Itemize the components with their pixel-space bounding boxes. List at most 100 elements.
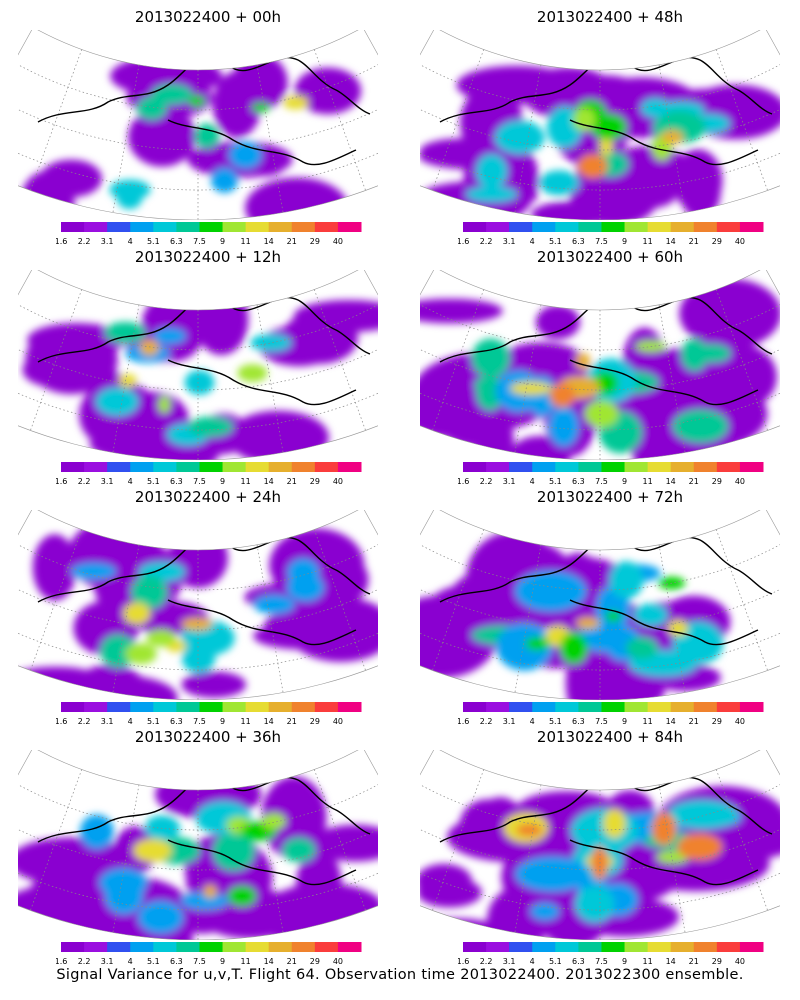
colorbar-tick-label: 3.1 [101,717,114,726]
colorbar-tick-label: 21 [287,237,297,246]
colorbar-tick-label: 1.6 [458,477,469,486]
panel-title: 2013022400 + 24h [134,488,282,506]
polar-map [420,270,780,460]
colorbar-swatch [555,462,579,472]
colorbar-swatch [670,462,695,472]
colorbar-tick-label: 2.2 [78,717,91,726]
colorbar-tick-label: 11 [643,477,653,486]
colorbar-tick-label: 2.2 [78,477,91,486]
map-border [420,510,780,700]
colorbar-swatch [245,702,270,712]
polar-map [18,270,378,460]
colorbar-tick-label: 11 [241,237,251,246]
colorbar-swatch [314,462,339,472]
colorbar-tick-label: 5.1 [549,957,562,966]
colorbar-tick-label: 11 [241,477,251,486]
colorbar-swatch [670,222,695,232]
colorbar-tick-label: 2.2 [480,717,493,726]
colorbar-swatch [601,222,626,232]
colorbar-tick-label: 1.6 [458,717,469,726]
colorbar-tick-label: 3.1 [101,237,114,246]
colorbar-tick-label: 11 [643,717,653,726]
map-border [18,510,378,700]
colorbar-swatch [647,702,672,712]
colorbar: 1.6 2.2 3.1 4 5.1 6.3 7.5 9 11 14 21 29 40 [458,462,764,486]
colorbar-tick-label: 14 [264,237,274,246]
colorbar-tick-label: 14 [264,717,274,726]
colorbar-tick-label: 14 [666,957,676,966]
colorbar-tick-label: 9 [220,957,225,966]
panel-title: 2013022400 + 72h [536,488,684,506]
colorbar: 1.6 2.2 3.1 4 5.1 6.3 7.5 9 11 14 21 29 40 [458,222,764,246]
colorbar-swatch [337,942,362,952]
colorbar-swatch [509,462,533,472]
polar-map [18,30,378,220]
colorbar-swatch [314,702,339,712]
colorbar-swatch [291,462,316,472]
colorbar-swatch [647,222,672,232]
colorbar-tick-label: 3.1 [503,477,516,486]
colorbar-swatch [245,462,270,472]
colorbar-tick-label: 3.1 [503,237,516,246]
colorbar-swatch [555,222,579,232]
colorbar-swatch [107,462,131,472]
graticule [18,289,378,460]
map-border [420,30,780,220]
colorbar-swatch [176,222,200,232]
colorbar-swatch [314,222,339,232]
colorbar-swatch [176,942,200,952]
colorbar-tick-label: 7.5 [193,957,206,966]
colorbar-tick-label: 6.3 [170,957,183,966]
colorbar-tick-label: 11 [241,957,251,966]
colorbar-swatch [463,942,487,952]
colorbar-tick-label: 2.2 [78,237,91,246]
colorbar-tick-label: 6.3 [572,477,585,486]
colorbar-swatch [486,462,510,472]
colorbar-tick-label: 21 [689,717,699,726]
colorbar-swatch [716,222,741,232]
colorbar-tick-label: 29 [712,477,722,486]
colorbar-swatch [314,942,339,952]
colorbar-tick-label: 29 [310,717,320,726]
colorbar-tick-label: 7.5 [595,957,608,966]
colorbar-swatch [624,942,649,952]
colorbar-tick-label: 2.2 [480,477,493,486]
map-border [420,750,780,940]
colorbar-tick-label: 40 [333,957,343,966]
colorbar-tick-label: 1.6 [56,957,67,966]
colorbar-swatch [84,702,108,712]
colorbar-swatch [739,462,764,472]
colorbar-swatch [245,942,270,952]
map-domain [18,30,378,220]
colorbar-swatch [578,462,602,472]
polar-map [420,750,780,940]
colorbar-swatch [222,462,247,472]
colorbar-tick-label: 4 [128,237,133,246]
colorbar-tick-label: 4 [530,717,535,726]
colorbar-tick-label: 6.3 [572,717,585,726]
colorbar-tick-label: 3.1 [503,957,516,966]
colorbar: 1.6 2.2 3.1 4 5.1 6.3 7.5 9 11 14 21 29 40 [458,942,764,966]
variance-field [420,65,780,220]
colorbar-swatch [624,462,649,472]
colorbar-swatch [222,222,247,232]
colorbar: 1.6 2.2 3.1 4 5.1 6.3 7.5 9 11 14 21 29 40 [56,942,362,966]
colorbar-swatch [601,462,626,472]
colorbar-swatch [739,702,764,712]
colorbar-tick-label: 1.6 [458,957,469,966]
colorbar-tick-label: 9 [622,237,627,246]
colorbar-tick-label: 11 [643,237,653,246]
colorbar-tick-label: 6.3 [170,717,183,726]
colorbar-tick-label: 14 [264,957,274,966]
colorbar-swatch [463,222,487,232]
colorbar-tick-label: 21 [287,477,297,486]
colorbar-swatch [130,702,154,712]
colorbar-tick-label: 21 [287,957,297,966]
graticule [420,289,780,460]
colorbar-tick-label: 5.1 [147,717,160,726]
colorbar-swatch [337,222,362,232]
map-border [18,750,378,940]
colorbar-swatch [647,462,672,472]
colorbar-swatch [61,222,85,232]
colorbar-tick-label: 9 [220,717,225,726]
